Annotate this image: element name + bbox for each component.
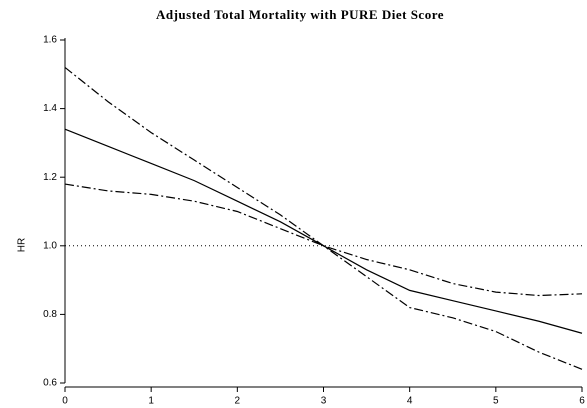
y-tick-label: 1.0 — [43, 240, 57, 251]
x-tick-label: 0 — [62, 396, 68, 407]
line-series — [64, 66, 583, 370]
line-series — [64, 183, 583, 297]
y-tick-label: 1.2 — [43, 172, 57, 183]
y-tick-label: 0.8 — [43, 309, 57, 320]
x-tick-label: 5 — [493, 396, 499, 407]
x-tick-label: 4 — [407, 396, 413, 407]
x-tick-label: 2 — [235, 396, 241, 407]
chart-title: Adjusted Total Mortality with PURE Diet … — [156, 7, 444, 22]
x-tick-label: 3 — [321, 396, 327, 407]
line-series — [64, 128, 583, 334]
y-axis-label: HR — [17, 238, 28, 252]
x-tick-label: 6 — [579, 396, 585, 407]
y-tick-label: 0.6 — [43, 378, 57, 389]
y-tick-label: 1.4 — [43, 103, 57, 114]
x-tick-label: 1 — [148, 396, 154, 407]
y-tick-label: 1.6 — [43, 35, 57, 46]
